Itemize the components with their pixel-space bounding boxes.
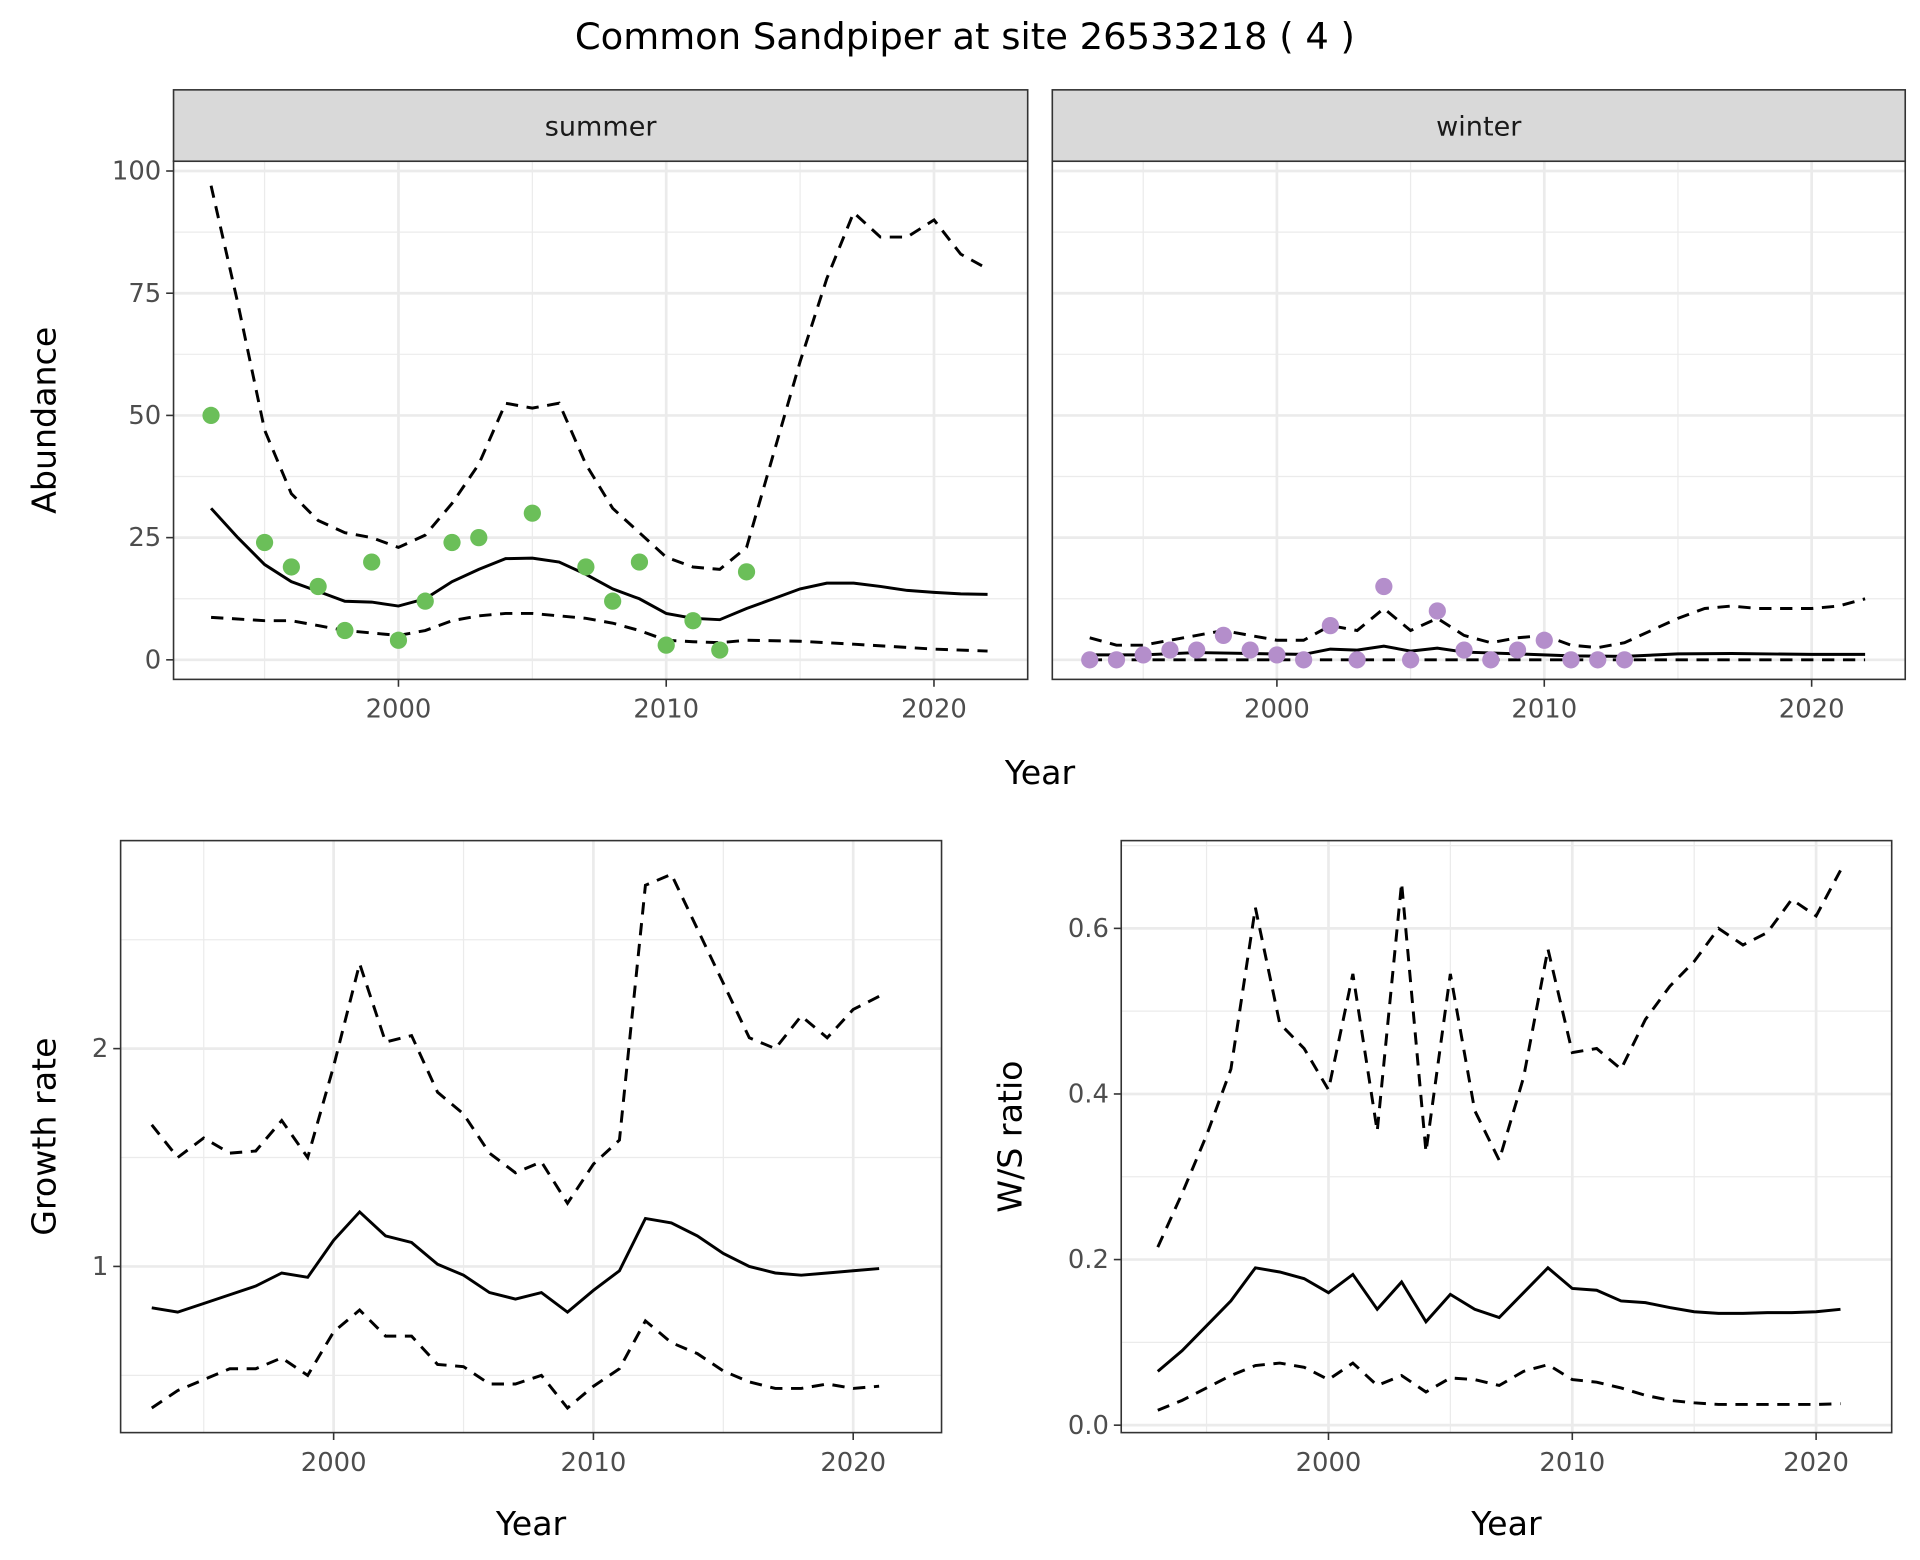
data-point bbox=[1107, 651, 1126, 669]
ci-dashed-line bbox=[210, 611, 988, 653]
mean-line bbox=[209, 507, 988, 622]
data-point bbox=[363, 553, 381, 571]
data-point bbox=[336, 621, 354, 640]
y-tick-label: 0.0 bbox=[1068, 1411, 1109, 1441]
x-axis-title: Year bbox=[1470, 1504, 1542, 1543]
panel-border bbox=[119, 839, 943, 1434]
facet-label: summer bbox=[545, 111, 658, 142]
x-tick-label: 2000 bbox=[1244, 695, 1310, 725]
data-point bbox=[1348, 651, 1366, 669]
data-point bbox=[630, 553, 649, 571]
data-point bbox=[470, 529, 488, 547]
y-tick-label: 75 bbox=[128, 279, 161, 309]
data-point bbox=[1482, 651, 1500, 669]
panel-border bbox=[1051, 160, 1907, 681]
y-tick-label: 50 bbox=[128, 401, 161, 431]
x-tick-label: 2010 bbox=[1511, 695, 1577, 725]
data-point bbox=[1615, 651, 1634, 669]
data-point bbox=[1268, 646, 1286, 664]
ci-dashed-line bbox=[209, 185, 989, 571]
data-point bbox=[1508, 641, 1527, 659]
y-tick-label: 0.4 bbox=[1068, 1080, 1109, 1110]
data-point bbox=[1321, 616, 1339, 635]
x-tick-label: 2020 bbox=[1779, 695, 1845, 725]
x-tick-label: 2000 bbox=[301, 1448, 367, 1478]
data-point bbox=[1241, 641, 1259, 659]
facet-strip bbox=[172, 89, 1029, 163]
mean-line bbox=[1089, 644, 1866, 658]
data-point bbox=[255, 533, 274, 552]
data-point bbox=[1562, 651, 1580, 669]
panel-border bbox=[172, 160, 1029, 681]
data-point bbox=[1535, 631, 1553, 649]
data-point bbox=[443, 533, 461, 552]
data-point bbox=[737, 563, 756, 581]
data-point bbox=[1375, 577, 1393, 596]
data-point bbox=[1214, 626, 1233, 645]
data-point bbox=[1081, 651, 1099, 669]
x-tick-label: 2010 bbox=[561, 1448, 627, 1478]
ci-dashed-line bbox=[1089, 597, 1866, 650]
ci-dashed-line bbox=[1156, 869, 1842, 1248]
y-axis-title: Abundance bbox=[24, 327, 63, 514]
y-axis-title: W/S ratio bbox=[991, 1060, 1030, 1212]
ci-dashed-line bbox=[150, 872, 880, 1207]
panel-summer: summer 2000 2010 2020 0 25 50 75 100 Abundance bbox=[24, 89, 1029, 725]
data-point bbox=[523, 504, 541, 522]
x-tick-label: 2010 bbox=[633, 695, 699, 725]
data-point bbox=[1589, 651, 1607, 669]
x-axis-title: Year bbox=[495, 1504, 567, 1543]
data-point bbox=[416, 592, 434, 610]
figure-title: Common Sandpiper at site 26533218 ( 4 ) bbox=[575, 15, 1355, 58]
data-point bbox=[309, 577, 327, 596]
x-tick-label: 2020 bbox=[1783, 1448, 1849, 1478]
data-point bbox=[1455, 641, 1473, 659]
x-tick-label: 2020 bbox=[901, 695, 967, 725]
y-axis-title: Growth rate bbox=[24, 1037, 63, 1235]
data-point bbox=[1295, 651, 1313, 669]
data-point bbox=[684, 612, 702, 630]
data-point bbox=[604, 592, 622, 610]
mean-line bbox=[1156, 1265, 1841, 1373]
data-point bbox=[202, 406, 220, 425]
ci-dashed-line bbox=[1157, 1361, 1841, 1412]
panel-ratio: 2000 2010 2020 0.0 0.2 0.4 0.6 W/S ratio Year bbox=[991, 839, 1893, 1543]
panel-border bbox=[1120, 839, 1893, 1434]
data-point bbox=[389, 631, 408, 649]
y-tick-label: 0.6 bbox=[1068, 914, 1109, 944]
x-tick-label: 2020 bbox=[820, 1448, 886, 1478]
data-point bbox=[1401, 651, 1420, 669]
data-point bbox=[1428, 602, 1446, 620]
y-tick-label: 100 bbox=[112, 157, 161, 187]
data-point bbox=[577, 558, 595, 576]
y-tick-label: 1 bbox=[92, 1252, 108, 1282]
data-point bbox=[282, 558, 300, 576]
panel-growth: 2000 2010 2020 1 2 Growth rate Year bbox=[24, 839, 943, 1543]
mean-line bbox=[151, 1209, 880, 1315]
x-tick-label: 2000 bbox=[1296, 1448, 1362, 1478]
top-x-axis-title: Year bbox=[1004, 753, 1076, 792]
x-tick-label: 2010 bbox=[1539, 1448, 1605, 1478]
y-tick-label: 2 bbox=[92, 1034, 108, 1064]
y-tick-label: 0 bbox=[145, 645, 161, 675]
y-tick-label: 0.2 bbox=[1068, 1245, 1109, 1275]
data-point bbox=[1188, 641, 1206, 659]
ci-dashed-line bbox=[150, 1308, 880, 1411]
x-tick-label: 2000 bbox=[366, 695, 432, 725]
data-point bbox=[657, 636, 675, 654]
data-point bbox=[1161, 641, 1179, 659]
facet-label: winter bbox=[1436, 111, 1522, 142]
data-point bbox=[711, 641, 729, 659]
plot-layer: summer 2000 2010 2020 0 25 50 75 100 Abundance win… bbox=[24, 89, 1907, 1543]
panel-winter: winter 2000 2010 2020 bbox=[1051, 89, 1907, 725]
y-tick-label: 25 bbox=[128, 523, 161, 553]
facet-strip bbox=[1051, 89, 1907, 163]
data-point bbox=[1134, 646, 1152, 664]
